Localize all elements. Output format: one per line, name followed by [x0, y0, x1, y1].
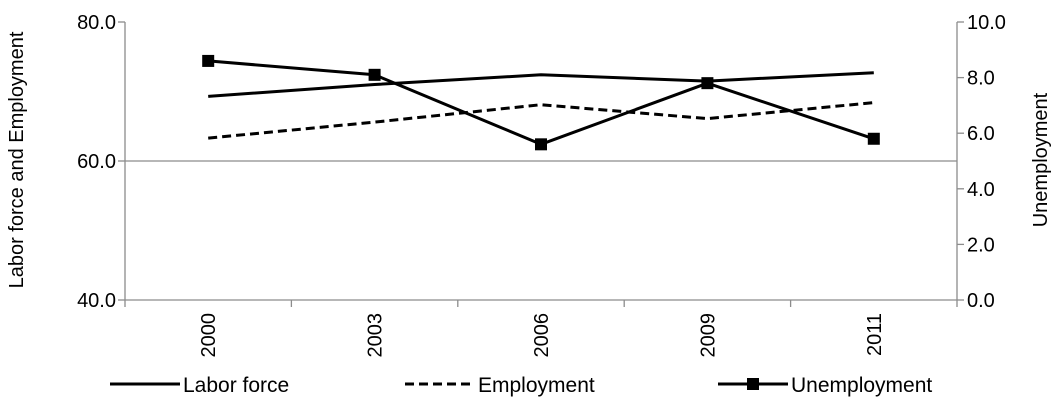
right-tick-label: 10.0 [967, 12, 1006, 34]
x-tick-label: 2003 [365, 313, 387, 358]
right-tick-label: 6.0 [967, 123, 995, 145]
legend-label-employment: Employment [478, 374, 595, 397]
x-tick-label: 2000 [198, 313, 220, 358]
x-tick-label: 2006 [531, 313, 553, 358]
right-tick-label: 4.0 [967, 179, 995, 201]
data-point-unemployment [867, 132, 880, 145]
right-tick-label: 2.0 [967, 234, 995, 256]
right-tick-label: 8.0 [967, 68, 995, 90]
data-point-unemployment [368, 68, 381, 81]
series-line-labor-force [208, 71, 874, 98]
left-tick-label: 80.0 [77, 12, 116, 34]
x-tick-label: 2011 [864, 313, 886, 356]
data-point-unemployment [535, 138, 547, 151]
legend-marker-unemployment [747, 378, 759, 390]
left-tick-label: 60.0 [77, 151, 116, 173]
y2-axis-title: Unemployment [1030, 92, 1052, 227]
y-axis-title: Labor force and Employment [6, 31, 28, 288]
legend-label-unemployment: Unemployment [791, 374, 932, 397]
legend-label-labor-force: Labor force [183, 374, 289, 397]
x-tick-label: 2009 [697, 313, 719, 358]
series-line-employment [208, 101, 874, 140]
data-point-unemployment [701, 77, 714, 90]
data-point-unemployment [202, 54, 215, 67]
left-tick-label: 40.0 [77, 290, 116, 312]
right-tick-label: 0.0 [967, 290, 995, 312]
